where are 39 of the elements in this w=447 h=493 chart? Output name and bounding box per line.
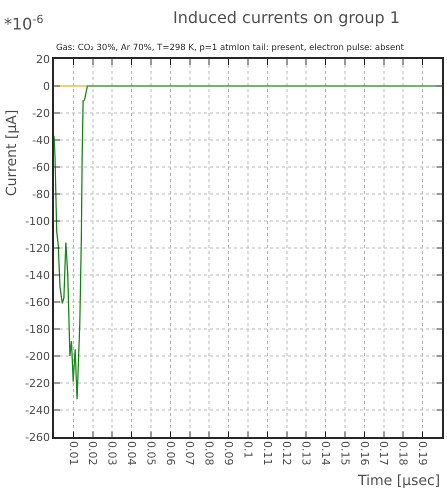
y-tick-label: -260 (25, 430, 50, 444)
x-tick-label: 0.14 (319, 440, 332, 466)
y-tick-label: -120 (25, 242, 50, 255)
y-tick-label: 0 (43, 80, 50, 93)
y-tick-label: -240 (25, 404, 50, 417)
y-axis-title: Current [μA] (4, 110, 20, 196)
y-tick-label: 20 (36, 52, 50, 66)
x-tick-label: 0.16 (358, 440, 371, 466)
x-tick-label: 0.02 (86, 440, 100, 466)
x-tick-label: 0.17 (377, 440, 390, 466)
x-tick-label: 0.06 (164, 440, 177, 466)
x-tick-label: 0.03 (106, 440, 119, 466)
x-tick-label: 0.09 (222, 440, 236, 466)
y-tick-label: -200 (25, 350, 50, 363)
y-tick-label: -80 (32, 188, 50, 201)
chart-title: Induced currents on group 1 (173, 8, 400, 27)
y-tick-label: -40 (32, 134, 50, 147)
x-tick-label: 0.12 (280, 440, 294, 466)
chart-subtitle: Gas: CO₂ 30%, Ar 70%, T=298 K, p=1 atmIon tail: present, electron pulse: absent (56, 43, 405, 53)
x-tick-label: 0.07 (183, 440, 196, 466)
y-tick-label: -20 (32, 106, 50, 120)
text: *10$^{-6}$ (4, 13, 44, 34)
y-tick-label: -60 (32, 160, 50, 174)
y-tick-label: -140 (25, 268, 50, 282)
y-tick-label: -100 (25, 214, 50, 228)
x-tick-label: 0.19 (416, 440, 430, 466)
x-tick-label: 0.1 (241, 440, 254, 458)
x-tick-label: 0.18 (396, 440, 410, 466)
x-axis-title: Time [μsec] (357, 473, 440, 489)
y-tick-label: -220 (25, 376, 50, 390)
x-tick-label: 0.08 (202, 440, 216, 466)
x-tick-label: 0.13 (300, 440, 313, 466)
x-tick-label: 0.15 (338, 440, 352, 466)
x-tick-label: 0.04 (125, 440, 138, 466)
x-tick-label: 0.05 (144, 440, 158, 466)
y-tick-label: -180 (25, 322, 50, 336)
x-tick-label: 0.11 (260, 440, 274, 466)
y-tick-label: -160 (25, 296, 50, 309)
x-tick-label: 0.01 (66, 440, 80, 466)
